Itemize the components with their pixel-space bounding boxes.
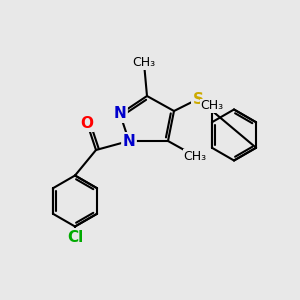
Text: CH₃: CH₃ [132, 56, 156, 70]
Text: N: N [114, 106, 126, 122]
Text: O: O [80, 116, 94, 130]
Text: Cl: Cl [67, 230, 83, 244]
Text: N: N [123, 134, 135, 148]
Text: S: S [193, 92, 203, 106]
Text: CH₃: CH₃ [183, 149, 207, 163]
Text: CH₃: CH₃ [200, 99, 224, 112]
